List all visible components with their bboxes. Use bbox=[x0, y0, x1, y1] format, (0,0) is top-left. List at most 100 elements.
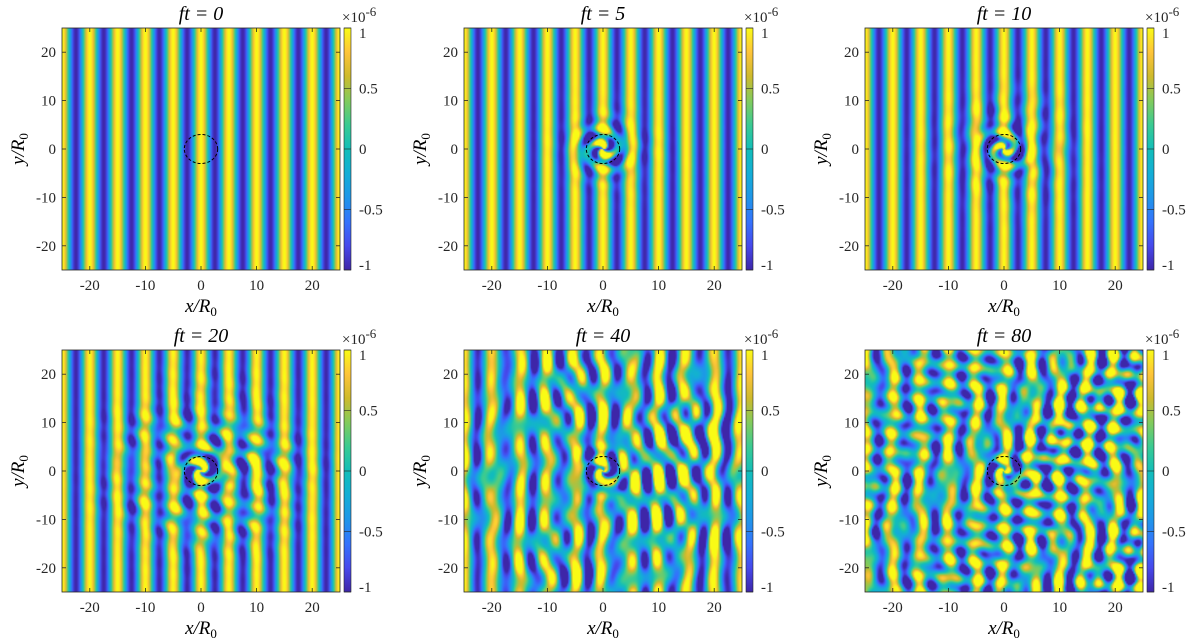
x-tick-label: -10 bbox=[938, 278, 958, 294]
y-axis-label: y/R0 bbox=[410, 133, 433, 167]
y-tick-label: -10 bbox=[438, 190, 458, 206]
colorbar-tick-label: 1 bbox=[359, 26, 367, 42]
y-tick-label: 10 bbox=[41, 94, 56, 110]
colorbar-tick-label: -1 bbox=[761, 258, 774, 274]
x-tick-label: 0 bbox=[599, 600, 607, 616]
y-tick-label: -20 bbox=[438, 561, 458, 577]
x-tick-label: -10 bbox=[135, 278, 155, 294]
y-tick-label: -10 bbox=[839, 512, 859, 528]
x-tick-label: -10 bbox=[938, 600, 958, 616]
colorbar-tick-label: -0.5 bbox=[359, 525, 383, 541]
y-tick-label: -10 bbox=[36, 190, 56, 206]
field-heatmap bbox=[865, 28, 1143, 270]
colorbar-tick-label: 1 bbox=[761, 26, 769, 42]
x-tick-label: 10 bbox=[651, 600, 666, 616]
x-tick-label: 20 bbox=[305, 600, 320, 616]
colorbar-tick-label: 0.5 bbox=[761, 82, 780, 98]
scatterer-circle bbox=[183, 133, 219, 165]
colorbar-tick-label: 0 bbox=[1162, 142, 1170, 158]
colorbar-tick-label: 0.5 bbox=[359, 82, 378, 98]
panel-title: ft = 40 bbox=[576, 325, 631, 347]
field-heatmap bbox=[62, 28, 340, 270]
y-tick-label: 10 bbox=[844, 416, 859, 432]
scatterer-circle bbox=[986, 455, 1022, 487]
y-tick-label: 10 bbox=[41, 416, 56, 432]
colorbar-multiplier: ×10-6 bbox=[1145, 4, 1180, 26]
y-axis-label: y/R0 bbox=[410, 455, 433, 489]
x-tick-label: -20 bbox=[482, 278, 502, 294]
panel-title: ft = 20 bbox=[174, 325, 229, 347]
panel-title: ft = 10 bbox=[977, 3, 1032, 25]
y-tick-label: 20 bbox=[443, 367, 458, 383]
field-heatmap bbox=[865, 350, 1143, 592]
x-tick-label: -20 bbox=[883, 600, 903, 616]
x-tick-label: -20 bbox=[80, 600, 100, 616]
x-tick-label: -20 bbox=[883, 278, 903, 294]
y-tick-label: 0 bbox=[852, 142, 860, 158]
colorbar-tick-label: 0 bbox=[761, 142, 769, 158]
colorbar-tick-label: -1 bbox=[359, 258, 372, 274]
field-heatmap bbox=[62, 350, 340, 592]
colorbar-tick-label: 0.5 bbox=[1162, 82, 1181, 98]
y-tick-label: -20 bbox=[36, 561, 56, 577]
colorbar-tick-label: 0 bbox=[1162, 464, 1170, 480]
colorbar-multiplier: ×10-6 bbox=[744, 4, 779, 26]
panel-ft-5: ft = 5-20 -10 0 10 2020100-10-20x/R0y/R010.5… bbox=[410, 3, 785, 319]
field-heatmap bbox=[464, 350, 742, 592]
x-tick-label: 10 bbox=[249, 278, 264, 294]
x-tick-label: 20 bbox=[1108, 278, 1123, 294]
colorbar-multiplier: ×10-6 bbox=[342, 4, 377, 26]
y-tick-label: -20 bbox=[839, 239, 859, 255]
panel-ft-20: ft = 20-20 -10 0 10 2020100-10-20x/R0y/R010.… bbox=[8, 325, 383, 641]
y-tick-label: 0 bbox=[451, 142, 459, 158]
y-tick-label: 0 bbox=[451, 464, 459, 480]
x-tick-label: -10 bbox=[135, 600, 155, 616]
y-tick-label: 10 bbox=[443, 416, 458, 432]
y-tick-label: 20 bbox=[443, 45, 458, 61]
y-tick-label: 20 bbox=[844, 367, 859, 383]
x-tick-label: 20 bbox=[1108, 600, 1123, 616]
x-tick-label: 20 bbox=[707, 278, 722, 294]
colorbar-tick-label: -0.5 bbox=[1162, 203, 1186, 219]
y-tick-label: 0 bbox=[852, 464, 860, 480]
y-tick-label: -10 bbox=[438, 512, 458, 528]
colorbar-tick-label: 0.5 bbox=[761, 404, 780, 420]
colorbar-tick-label: -0.5 bbox=[761, 203, 785, 219]
colorbar-tick-label: -1 bbox=[359, 580, 372, 596]
colorbar-tick-label: 0.5 bbox=[1162, 404, 1181, 420]
x-tick-label: -10 bbox=[537, 600, 557, 616]
x-tick-label: 0 bbox=[1000, 278, 1008, 294]
colorbar-tick-label: -1 bbox=[1162, 580, 1175, 596]
x-tick-label: 10 bbox=[1052, 278, 1067, 294]
y-tick-label: -10 bbox=[36, 512, 56, 528]
x-tick-label: 10 bbox=[651, 278, 666, 294]
y-tick-label: 10 bbox=[443, 94, 458, 110]
y-tick-label: 0 bbox=[49, 142, 57, 158]
x-tick-label: -20 bbox=[482, 600, 502, 616]
x-axis-label: x/R0 bbox=[586, 296, 619, 319]
x-tick-label: 10 bbox=[1052, 600, 1067, 616]
x-axis-label: x/R0 bbox=[987, 618, 1020, 641]
colorbar-multiplier: ×10-6 bbox=[1145, 326, 1180, 348]
scatterer-circle bbox=[183, 455, 219, 487]
panel-ft-10: ft = 10-20 -10 0 10 2020100-10-20x/R0y/R010.… bbox=[811, 3, 1186, 319]
panel-ft-80: ft = 80-20 -10 0 10 2020100-10-20x/R0y/R010.… bbox=[811, 325, 1186, 641]
field-heatmap bbox=[464, 28, 742, 270]
x-axis-label: x/R0 bbox=[586, 618, 619, 641]
colorbar-tick-label: 1 bbox=[359, 348, 367, 364]
x-tick-label: -10 bbox=[537, 278, 557, 294]
y-tick-label: 20 bbox=[41, 45, 56, 61]
y-tick-label: -20 bbox=[36, 239, 56, 255]
panel-title: ft = 5 bbox=[581, 3, 626, 25]
y-tick-label: -20 bbox=[438, 239, 458, 255]
colorbar-tick-label: -1 bbox=[761, 580, 774, 596]
y-axis-label: y/R0 bbox=[8, 133, 31, 167]
x-tick-label: 20 bbox=[305, 278, 320, 294]
colorbar-tick-label: -0.5 bbox=[761, 525, 785, 541]
x-axis-label: x/R0 bbox=[184, 296, 217, 319]
x-axis-label: x/R0 bbox=[987, 296, 1020, 319]
scatterer-circle bbox=[585, 133, 621, 165]
y-tick-label: 0 bbox=[49, 464, 57, 480]
x-tick-label: 0 bbox=[599, 278, 607, 294]
colorbar-tick-label: 1 bbox=[1162, 26, 1170, 42]
